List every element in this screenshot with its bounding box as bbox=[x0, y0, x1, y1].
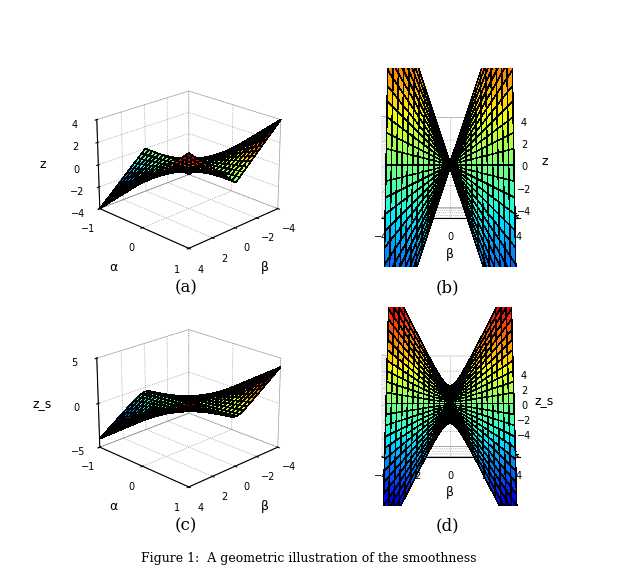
Y-axis label: α: α bbox=[109, 500, 117, 513]
X-axis label: β: β bbox=[446, 248, 454, 261]
Text: (a): (a) bbox=[175, 279, 198, 296]
Text: (c): (c) bbox=[175, 517, 197, 534]
X-axis label: β: β bbox=[446, 486, 454, 499]
Text: (b): (b) bbox=[436, 279, 459, 296]
Text: Figure 1:  A geometric illustration of the smoothness: Figure 1: A geometric illustration of th… bbox=[142, 552, 476, 565]
Y-axis label: α: α bbox=[109, 261, 117, 274]
X-axis label: β: β bbox=[261, 261, 269, 274]
X-axis label: β: β bbox=[261, 500, 269, 513]
Text: (d): (d) bbox=[436, 517, 459, 534]
